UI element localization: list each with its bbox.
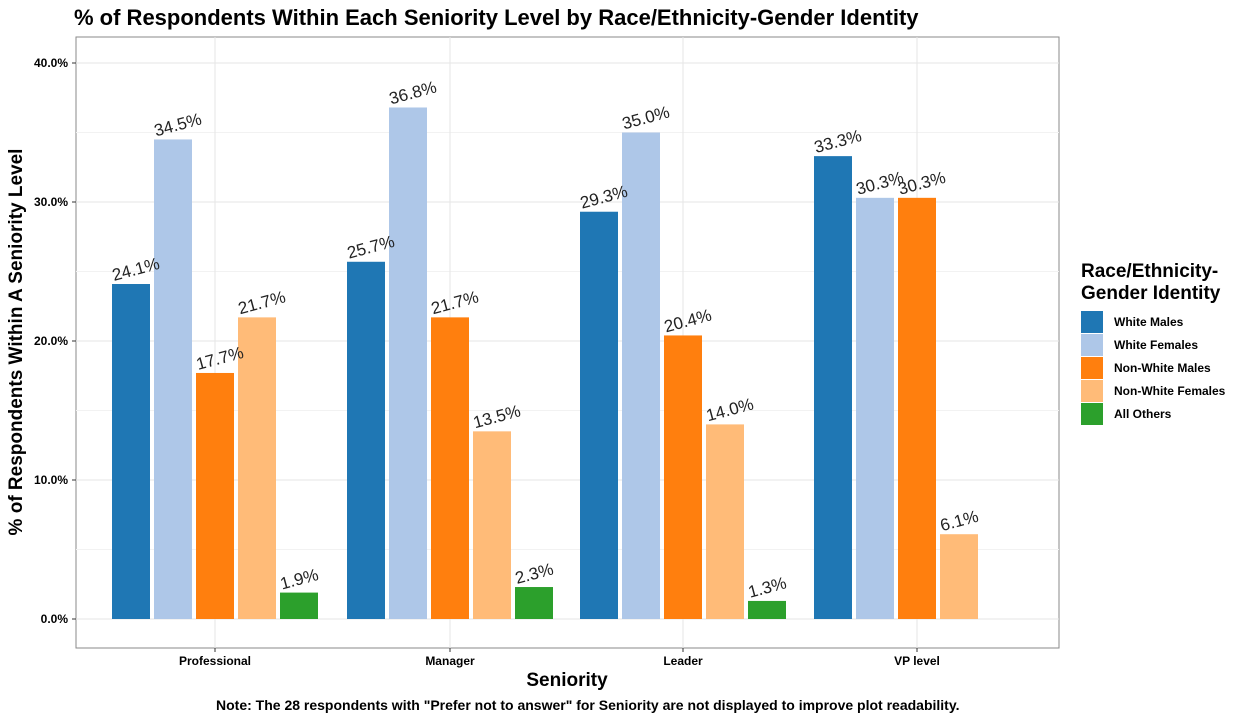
x-axis-ticks: Professional Manager Leader VP level (179, 648, 940, 668)
bar (856, 197, 894, 619)
bar (940, 534, 978, 619)
legend-label: All Others (1114, 407, 1172, 421)
x-tick-label: Manager (425, 654, 475, 668)
y-axis-title: % of Respondents Within A Seniority Leve… (6, 149, 27, 536)
x-axis-title: Seniority (526, 670, 608, 691)
legend-swatch (1081, 311, 1103, 333)
bar (664, 335, 702, 619)
legend-label: Non-White Females (1114, 384, 1226, 398)
bar (431, 317, 469, 619)
y-tick-label: 30.0% (34, 195, 68, 209)
bar (814, 156, 852, 619)
legend-title-line-1: Race/Ethnicity- (1081, 261, 1218, 282)
legend-swatch (1081, 334, 1103, 356)
y-tick-label: 0.0% (41, 612, 69, 626)
bar (473, 431, 511, 619)
x-tick-label: Leader (663, 654, 703, 668)
legend-swatch (1081, 403, 1103, 425)
legend-items: White Males White Females Non-White Males N… (1081, 311, 1226, 425)
bar (280, 592, 318, 619)
bar (580, 211, 618, 620)
chart-title: % of Respondents Within Each Seniority L… (74, 5, 919, 30)
bar (238, 317, 276, 619)
y-tick-label: 20.0% (34, 334, 68, 348)
bar (389, 107, 427, 619)
bar (196, 372, 234, 619)
bar (748, 600, 786, 619)
legend-label: White Females (1114, 338, 1198, 352)
bar (622, 132, 660, 619)
bar (347, 261, 385, 619)
bars (112, 107, 978, 620)
bar (898, 197, 936, 619)
x-tick-label: Professional (179, 654, 251, 668)
chart-note: Note: The 28 respondents with "Prefer no… (216, 697, 959, 713)
bar (112, 284, 150, 619)
bar (706, 424, 744, 619)
x-tick-label: VP level (894, 654, 940, 668)
legend-label: Non-White Males (1114, 361, 1211, 375)
bar (515, 587, 553, 619)
bar (154, 139, 192, 619)
y-axis-ticks: 0.0% 10.0% 20.0% 30.0% 40.0% (34, 56, 76, 626)
legend-swatch (1081, 380, 1103, 402)
legend-swatch (1081, 357, 1103, 379)
legend-title-line-2: Gender Identity (1081, 283, 1221, 304)
legend-label: White Males (1114, 315, 1184, 329)
y-tick-label: 40.0% (34, 56, 68, 70)
legend: Race/Ethnicity- Gender Identity White Ma… (1081, 261, 1226, 425)
y-tick-label: 10.0% (34, 473, 68, 487)
